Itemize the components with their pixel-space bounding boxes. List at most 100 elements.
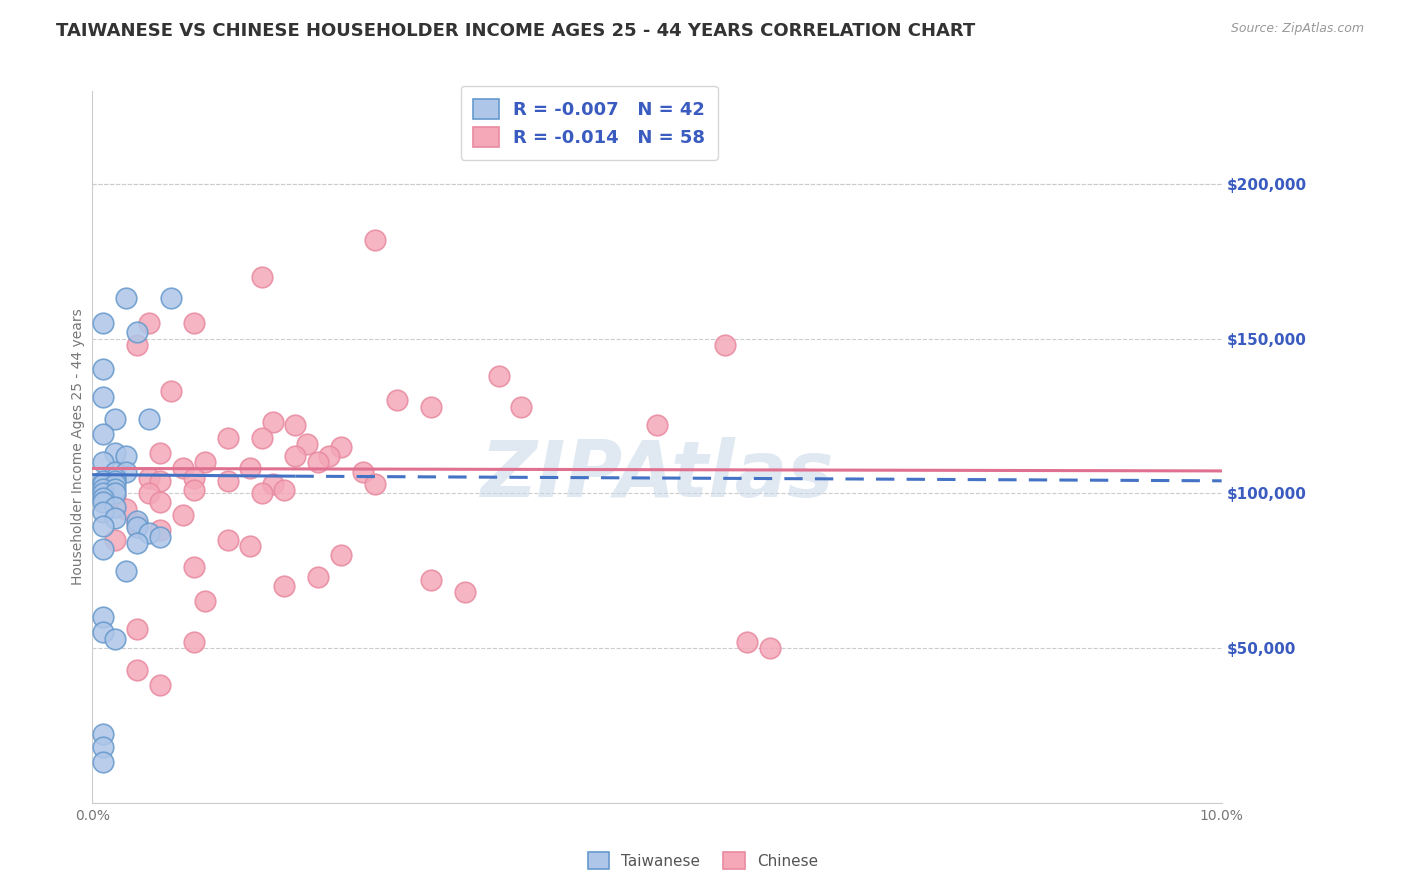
- Point: [713, 337, 735, 351]
- Point: [127, 520, 149, 534]
- Point: [172, 508, 194, 522]
- Point: [93, 518, 115, 533]
- Point: [352, 465, 374, 479]
- Point: [759, 640, 782, 655]
- Point: [250, 269, 273, 284]
- Point: [250, 486, 273, 500]
- Text: TAIWANESE VS CHINESE HOUSEHOLDER INCOME AGES 25 - 44 YEARS CORRELATION CHART: TAIWANESE VS CHINESE HOUSEHOLDER INCOME …: [56, 22, 976, 40]
- Point: [115, 564, 138, 578]
- Point: [127, 337, 149, 351]
- Point: [104, 471, 127, 485]
- Point: [93, 625, 115, 640]
- Point: [329, 440, 352, 454]
- Point: [284, 449, 307, 463]
- Point: [149, 524, 172, 538]
- Point: [104, 533, 127, 547]
- Point: [149, 678, 172, 692]
- Point: [93, 362, 115, 376]
- Point: [93, 505, 115, 519]
- Point: [127, 514, 149, 528]
- Point: [735, 634, 758, 648]
- Point: [172, 461, 194, 475]
- Point: [93, 477, 115, 491]
- Point: [93, 491, 115, 505]
- Point: [307, 570, 329, 584]
- Point: [183, 316, 205, 330]
- Point: [93, 739, 115, 754]
- Point: [262, 415, 284, 429]
- Point: [127, 663, 149, 677]
- Point: [93, 610, 115, 624]
- Point: [127, 623, 149, 637]
- Y-axis label: Householder Income Ages 25 - 44 years: Householder Income Ages 25 - 44 years: [72, 309, 86, 585]
- Point: [104, 474, 127, 488]
- Point: [138, 486, 160, 500]
- Point: [138, 412, 160, 426]
- Point: [149, 446, 172, 460]
- Point: [104, 446, 127, 460]
- Legend: Taiwanese, Chinese: Taiwanese, Chinese: [582, 846, 824, 875]
- Point: [93, 486, 115, 500]
- Point: [104, 412, 127, 426]
- Point: [273, 579, 295, 593]
- Point: [104, 511, 127, 525]
- Point: [104, 486, 127, 500]
- Point: [160, 291, 183, 305]
- Point: [138, 316, 160, 330]
- Point: [160, 384, 183, 398]
- Point: [329, 548, 352, 562]
- Point: [127, 535, 149, 549]
- Point: [318, 449, 340, 463]
- Point: [420, 400, 443, 414]
- Point: [273, 483, 295, 497]
- Point: [307, 455, 329, 469]
- Point: [363, 233, 385, 247]
- Point: [385, 393, 408, 408]
- Point: [454, 585, 477, 599]
- Point: [183, 471, 205, 485]
- Point: [93, 474, 115, 488]
- Legend: R = -0.007   N = 42, R = -0.014   N = 58: R = -0.007 N = 42, R = -0.014 N = 58: [461, 86, 717, 160]
- Point: [104, 500, 127, 515]
- Point: [138, 526, 160, 541]
- Point: [262, 477, 284, 491]
- Point: [93, 495, 115, 509]
- Point: [127, 326, 149, 340]
- Point: [138, 471, 160, 485]
- Point: [115, 501, 138, 516]
- Point: [183, 634, 205, 648]
- Point: [250, 430, 273, 444]
- Point: [104, 632, 127, 646]
- Point: [488, 368, 510, 383]
- Point: [104, 477, 127, 491]
- Point: [93, 727, 115, 741]
- Point: [183, 483, 205, 497]
- Point: [115, 465, 138, 479]
- Text: Source: ZipAtlas.com: Source: ZipAtlas.com: [1230, 22, 1364, 36]
- Point: [149, 474, 172, 488]
- Point: [93, 541, 115, 556]
- Point: [115, 449, 138, 463]
- Point: [217, 430, 239, 444]
- Point: [115, 291, 138, 305]
- Point: [93, 756, 115, 770]
- Point: [363, 477, 385, 491]
- Point: [183, 560, 205, 574]
- Point: [104, 465, 127, 479]
- Point: [93, 390, 115, 404]
- Point: [149, 529, 172, 543]
- Point: [217, 533, 239, 547]
- Point: [510, 400, 533, 414]
- Point: [93, 482, 115, 496]
- Point: [217, 474, 239, 488]
- Point: [104, 482, 127, 496]
- Point: [149, 495, 172, 509]
- Point: [93, 316, 115, 330]
- Point: [104, 489, 127, 503]
- Text: ZIPAtlas: ZIPAtlas: [481, 437, 834, 513]
- Point: [194, 594, 217, 608]
- Point: [645, 418, 668, 433]
- Point: [127, 517, 149, 532]
- Point: [284, 418, 307, 433]
- Point: [239, 539, 262, 553]
